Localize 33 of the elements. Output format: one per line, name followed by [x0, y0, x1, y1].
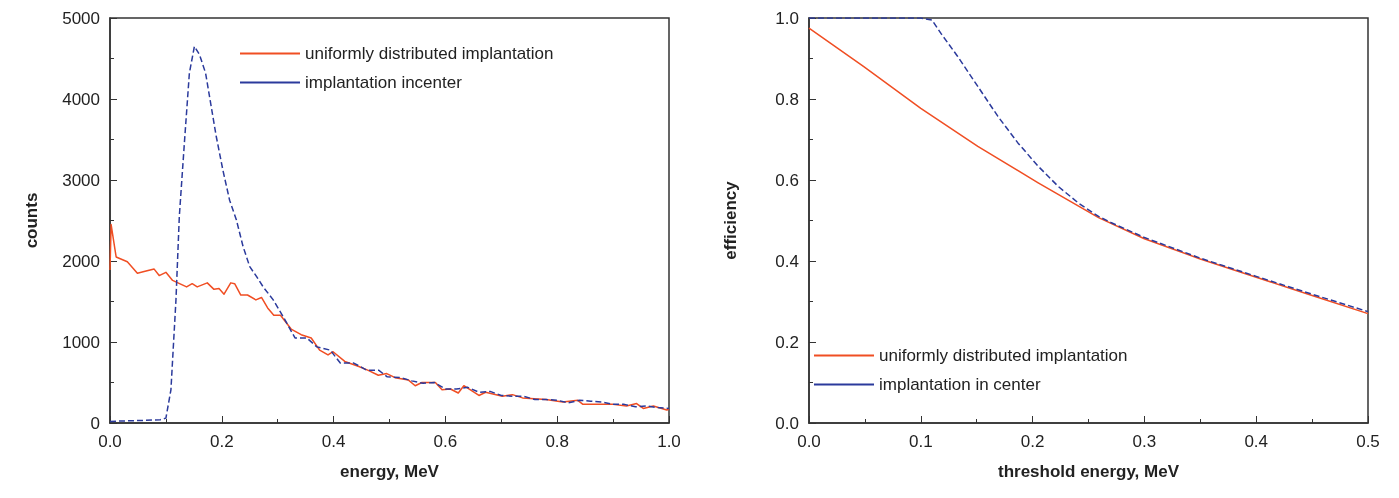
- x-tick-label: 0.2: [209, 432, 234, 451]
- legend-label: uniformly distributed implantation: [879, 346, 1128, 365]
- legend-label: uniformly distributed implantation: [305, 44, 554, 63]
- x-tick-label: 0.0: [98, 432, 122, 451]
- x-tick-label: 0.0: [797, 432, 821, 451]
- x-axis-title: energy, MeV: [340, 462, 440, 481]
- x-tick-label: 0.2: [1020, 432, 1045, 451]
- y-tick-label: 2000: [62, 251, 100, 271]
- y-tick-label: 5000: [62, 8, 100, 28]
- y-tick-label: 0: [90, 413, 100, 433]
- legend-label: implantation incenter: [305, 73, 463, 92]
- y-tick-label: 0.6: [775, 170, 799, 190]
- y-tick-label: 0.4: [775, 251, 799, 271]
- x-axis-title: threshold energy, MeV: [997, 462, 1180, 481]
- line-series: [109, 223, 670, 411]
- x-tick-label: 0.5: [1356, 432, 1380, 451]
- legend-label: implantation in center: [879, 375, 1041, 394]
- y-tick-label: 3000: [62, 170, 100, 190]
- y-tick-label: 4000: [62, 89, 100, 109]
- y-tick-label: 1.0: [775, 8, 799, 28]
- y-tick-label: 1000: [62, 332, 100, 352]
- x-tick-label: 0.4: [1244, 432, 1269, 451]
- x-tick-label: 1.0: [657, 432, 681, 451]
- x-tick-label: 0.1: [908, 432, 933, 451]
- x-tick-label: 0.8: [545, 432, 570, 451]
- x-tick-label: 0.3: [1132, 432, 1157, 451]
- y-tick-label: 0.8: [775, 89, 799, 109]
- y-tick-label: 0.2: [775, 332, 799, 352]
- y-tick-label: 0.0: [775, 413, 799, 433]
- x-tick-label: 0.4: [321, 432, 346, 451]
- y-axis-title: counts: [22, 192, 41, 249]
- y-axis-title: efficiency: [721, 180, 740, 260]
- x-tick-label: 0.6: [433, 432, 458, 451]
